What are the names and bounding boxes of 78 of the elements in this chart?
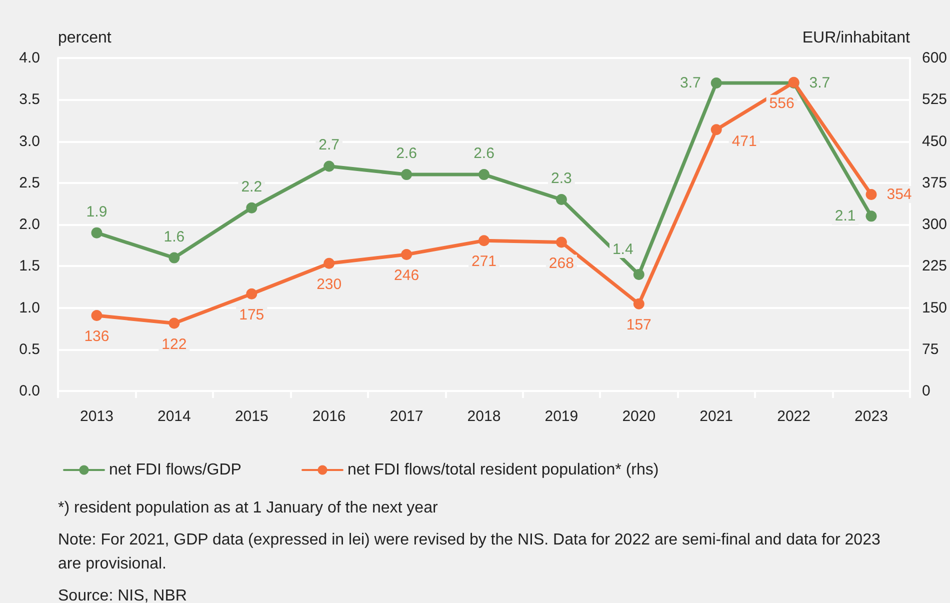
data-label: 556	[769, 94, 794, 112]
y2-axis-title: EUR/inhabitant	[802, 30, 911, 46]
point	[710, 124, 722, 136]
point	[324, 258, 335, 269]
y-tick-label: 1.5	[19, 258, 40, 275]
text: *) resident population as at 1 January of the next year	[58, 500, 438, 516]
y2-tick-label: 375	[922, 174, 948, 192]
y2-tick-label: 0	[922, 382, 930, 400]
y2-tick-label: 450	[922, 132, 948, 150]
y-tick-label: 2.5	[19, 174, 40, 192]
y2-tick-label: 225	[922, 258, 948, 275]
point	[633, 298, 644, 310]
data-label: 122	[162, 336, 187, 353]
data-label: 2.1	[834, 208, 856, 225]
data-label: 268	[548, 254, 574, 272]
y-tick-label: 1.0	[19, 299, 40, 316]
point	[866, 189, 877, 200]
point	[168, 318, 180, 329]
data-label: 2.7	[318, 136, 340, 154]
y-tick-label: 3.5	[19, 91, 40, 108]
data-label: 2.3	[551, 170, 572, 188]
data-label: 2.6	[474, 145, 494, 162]
point	[401, 169, 412, 180]
y-tick-label: 3.0	[19, 132, 40, 150]
data-label: 246	[394, 266, 420, 284]
data-label: 3.7	[680, 74, 701, 92]
point	[401, 248, 412, 260]
data-label: 471	[732, 133, 757, 150]
y-axis-title: percent	[58, 30, 112, 46]
y-tick-label: 2.0	[19, 216, 40, 233]
point	[556, 236, 567, 248]
y2-tick-label: 525	[922, 91, 948, 108]
x-tick-label: 2014	[157, 408, 191, 425]
point	[633, 268, 644, 280]
x-tick-label: 2019	[544, 408, 578, 425]
point	[556, 194, 567, 206]
y-tick-label: 0.0	[19, 382, 40, 400]
legend-label: net FDI flows/total resident population* (rhs)	[347, 462, 659, 478]
y-tick-label: 0.5	[19, 340, 40, 358]
data-label: 1.6	[164, 228, 185, 246]
data-label: 136	[84, 328, 110, 346]
y2-tick-label: 150	[922, 299, 948, 316]
point	[478, 169, 490, 180]
data-label: 354	[886, 186, 912, 204]
data-label: 157	[626, 316, 652, 334]
x-tick-label: 2023	[854, 408, 888, 425]
data-label: 1.4	[612, 240, 634, 258]
data-label: 2.2	[241, 178, 262, 196]
x-tick-label: 2013	[80, 408, 114, 425]
point	[168, 252, 180, 264]
x-tick-label: 2021	[700, 408, 734, 425]
point	[91, 227, 102, 238]
point	[91, 310, 102, 322]
x-tick-label: 2017	[390, 408, 424, 425]
point	[324, 160, 335, 172]
x-tick-label: 2022	[777, 408, 810, 425]
data-label: 230	[316, 276, 342, 293]
data-label: 175	[239, 306, 264, 324]
y2-tick-label: 300	[922, 216, 948, 233]
source-note: Source: NIS, NBR	[58, 588, 187, 603]
x-tick-label: 2016	[312, 408, 346, 425]
legend-label: net FDI flows/GDP	[109, 462, 242, 478]
point	[246, 202, 258, 214]
point	[866, 210, 877, 222]
data-label: 1.9	[86, 203, 108, 220]
data-label: 3.7	[809, 74, 830, 92]
data-label: 2.6	[396, 145, 417, 162]
y2-tick-label: 75	[922, 340, 939, 358]
point	[246, 288, 258, 300]
data-label: 271	[471, 253, 496, 270]
x-tick-label: 2018	[467, 408, 501, 425]
text: Note: For 2021, GDP data (expressed in lei) were revised by the NIS. Data for 2022 are semi-final and data for 2023 are provisional.	[58, 532, 885, 572]
point	[710, 77, 722, 88]
x-tick-label: 2020	[622, 408, 656, 425]
x-tick-label: 2015	[234, 408, 268, 425]
y2-tick-label: 600	[922, 50, 948, 66]
y-tick-label: 4.0	[19, 50, 40, 66]
point	[478, 235, 490, 246]
